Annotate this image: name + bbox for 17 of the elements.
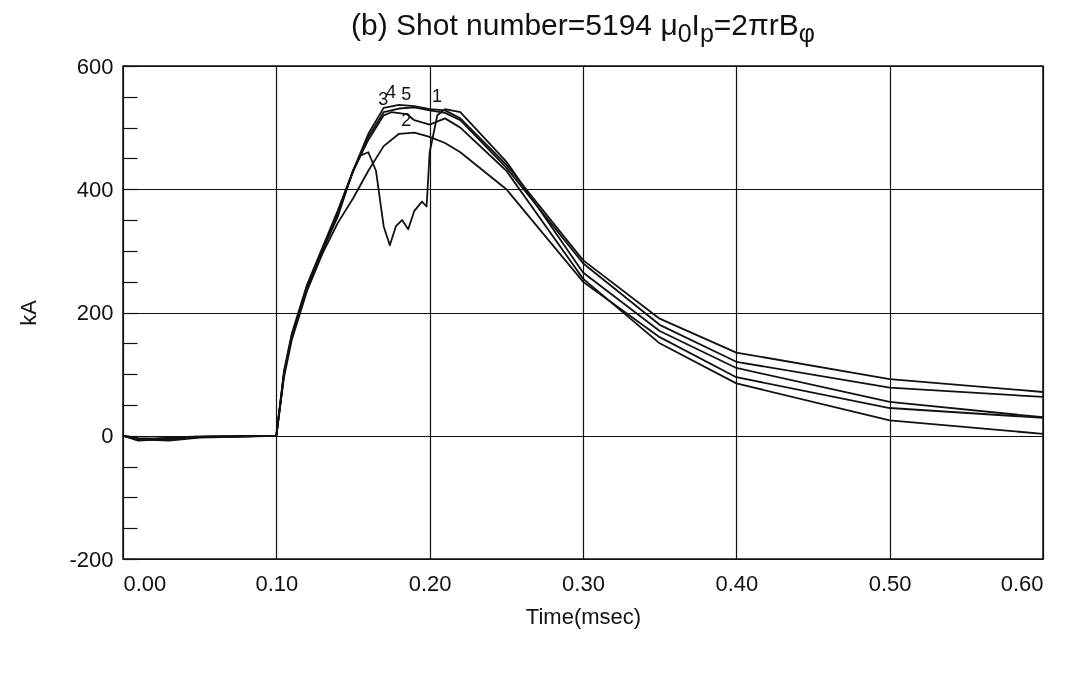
x-tick-label: 0.30 [562, 570, 605, 596]
x-tick-label: 0.50 [868, 570, 912, 596]
y-tick-label: 0 [101, 423, 114, 449]
x-tick-label: 0.40 [715, 570, 759, 596]
y-tick-label: -200 [69, 546, 114, 572]
x-tick-label: 0.20 [408, 570, 452, 596]
x-tick-label: 0.10 [255, 570, 299, 596]
x-axis-title: Time(msec) [525, 603, 642, 629]
x-tick-label: 0.60 [1000, 570, 1044, 596]
x-tick-label: 0.00 [123, 570, 167, 596]
y-axis-title: kA [16, 299, 42, 326]
y-tick-label: 200 [76, 300, 114, 325]
y-tick-label: 600 [76, 53, 114, 79]
y-tick-label: 400 [76, 176, 114, 202]
series-label: 1 [431, 86, 442, 107]
series-label: 5 [401, 84, 412, 105]
chart-title: (b) Shot number=5194 μ$_{0}$I$_{p}$=2πrB$_{φ}$ [350, 8, 816, 48]
